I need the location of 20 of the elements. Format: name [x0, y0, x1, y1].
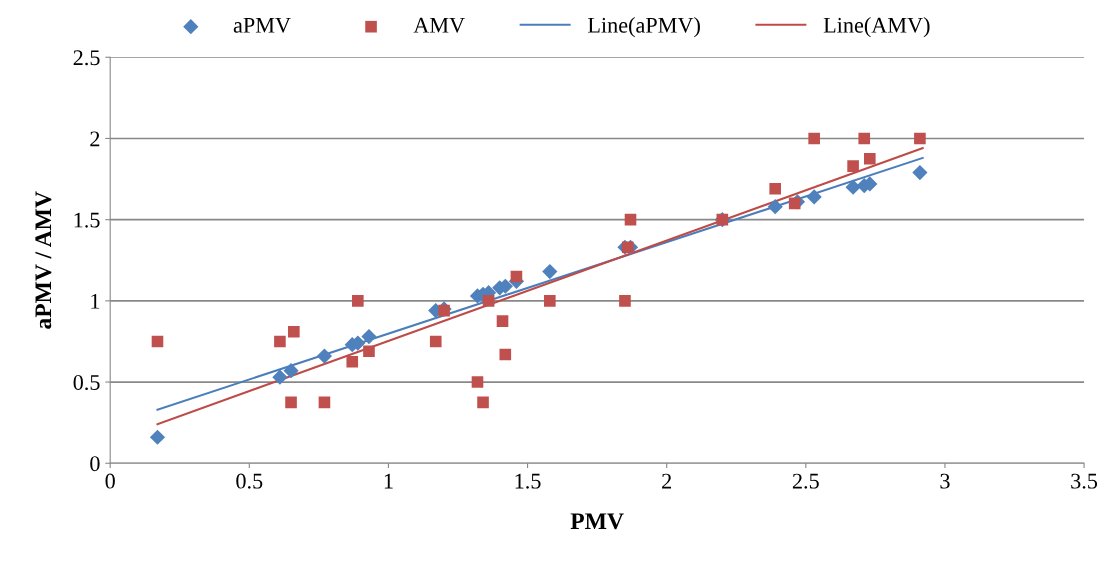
y-tick-label: 2.5 [73, 50, 100, 66]
y-tick-label: 1 [91, 293, 100, 309]
x-tick-label: 0.5 [236, 473, 263, 489]
x-tick-label: 1 [384, 473, 393, 489]
x-axis-title: PMV [570, 513, 624, 530]
x-tick-label: 2 [662, 473, 672, 489]
x-tick-label: 2.5 [792, 473, 819, 489]
legend-label: AMV [413, 17, 465, 33]
x-tick-label: 0 [105, 473, 115, 489]
legend-label: Line(aPMV) [587, 17, 700, 38]
x-tick-label: 3.5 [1071, 473, 1098, 489]
legend-label: Line(AMV) [823, 17, 930, 38]
x-tick-label: 1.5 [515, 473, 541, 489]
y-tick-label: 0.5 [73, 374, 100, 391]
y-tick-label: 2 [90, 131, 100, 147]
x-tick-label: 3 [940, 473, 950, 489]
y-tick-label: 1.5 [74, 212, 100, 228]
y-tick-label: 0 [90, 456, 100, 472]
y-axis-title: aPMV / AMV [35, 191, 52, 329]
legend-label: aPMV [233, 17, 291, 33]
